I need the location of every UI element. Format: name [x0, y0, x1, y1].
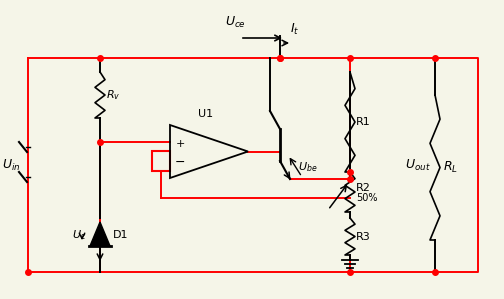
Polygon shape: [90, 222, 110, 246]
Text: D1: D1: [113, 230, 129, 240]
Bar: [152, 150, 170, 170]
Text: $U_z$: $U_z$: [72, 228, 86, 242]
Text: $R_v$: $R_v$: [106, 88, 120, 102]
Text: $R_L$: $R_L$: [443, 160, 458, 175]
Text: $I_t$: $I_t$: [290, 22, 299, 37]
Text: −: −: [175, 156, 185, 169]
Text: R2: R2: [356, 183, 371, 193]
Text: $U_{ce}$: $U_{ce}$: [225, 15, 246, 30]
Text: 50%: 50%: [356, 193, 377, 203]
Text: R1: R1: [356, 117, 371, 127]
Text: $U_{in}$: $U_{in}$: [2, 158, 21, 173]
Text: R3: R3: [356, 231, 371, 242]
Text: +: +: [175, 140, 184, 150]
Text: $U_{out}$: $U_{out}$: [405, 158, 431, 173]
Text: $U_{be}$: $U_{be}$: [298, 160, 318, 174]
Text: U1: U1: [198, 109, 213, 119]
